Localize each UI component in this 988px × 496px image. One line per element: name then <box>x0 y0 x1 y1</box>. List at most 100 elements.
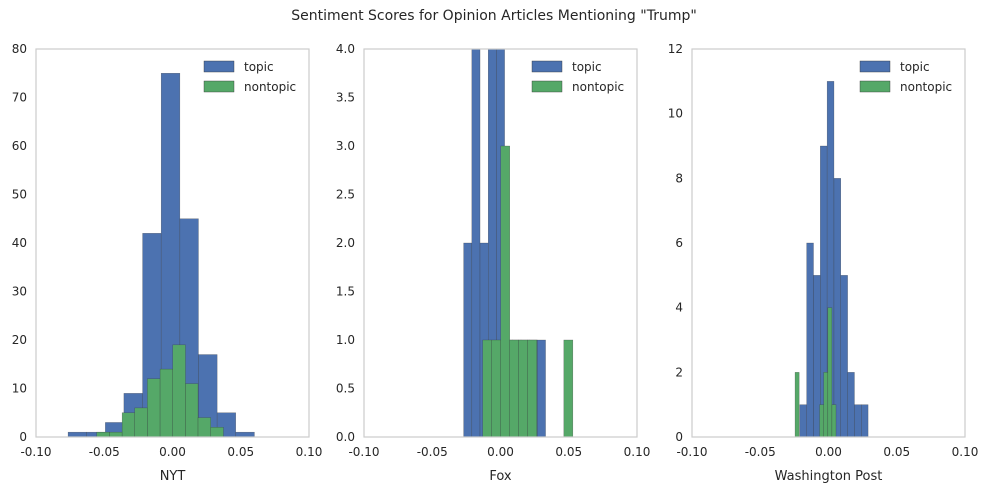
x-axis-label: Washington Post <box>775 469 883 484</box>
legend-swatch-topic <box>203 60 235 73</box>
bar-nontopic <box>527 339 538 437</box>
figure-title: Sentiment Scores for Opinion Articles Me… <box>291 8 697 24</box>
bar-nontopic <box>563 339 574 437</box>
bar-nontopic <box>831 404 837 437</box>
bar-topic <box>806 242 814 437</box>
x-axis-label: NYT <box>160 469 186 484</box>
bar-topic <box>861 404 869 437</box>
bar-nontopic <box>197 417 211 437</box>
bar-topic <box>799 404 807 437</box>
legend-swatch-nontopic <box>531 80 563 93</box>
bar-topic <box>537 339 546 437</box>
bar-nontopic <box>210 427 224 437</box>
subplot-1: -0.10 -0.05 0.00 0.05 0.10 0.0 0.5 1.0 1.5 2.0 2.5… <box>336 42 651 484</box>
bar-nontopic <box>823 372 829 437</box>
y-tick-label: 4 <box>675 301 683 315</box>
bar-topic <box>67 431 87 437</box>
bar-nontopic <box>121 412 135 437</box>
bar-topic <box>840 275 848 437</box>
bar-topic <box>471 49 481 437</box>
axes-frame <box>363 48 638 438</box>
bar-nontopic <box>185 383 199 437</box>
bar-topic <box>463 242 473 437</box>
y-tick-label: 8 <box>675 171 683 185</box>
bar-nontopic <box>518 339 529 437</box>
y-tick-label: 1.0 <box>336 333 355 347</box>
axes-frame <box>691 48 966 438</box>
bar-topic <box>235 431 255 437</box>
bars-group <box>794 81 869 437</box>
x-tick-label: 0.00 <box>159 445 186 459</box>
axes-frame <box>35 48 310 438</box>
legend-label-nontopic: nontopic <box>572 80 624 94</box>
bars-group <box>67 73 255 437</box>
legend-swatch-nontopic <box>859 80 891 93</box>
y-tick-label: 2.0 <box>336 236 355 250</box>
legend-label-nontopic: nontopic <box>244 80 296 94</box>
bar-nontopic <box>794 372 800 437</box>
y-tick-label: 30 <box>12 285 27 299</box>
y-tick-label: 10 <box>668 107 683 121</box>
y-tick-label: 12 <box>668 42 683 56</box>
y-tick-label: 6 <box>675 236 683 250</box>
bar-nontopic <box>159 368 173 437</box>
x-tick-label: 0.05 <box>227 445 254 459</box>
bars-group <box>463 49 574 437</box>
x-tick-label: -0.05 <box>89 445 120 459</box>
y-tick-label: 20 <box>12 333 27 347</box>
legend-swatch-nontopic <box>203 80 235 93</box>
y-tick-label: 2.5 <box>336 188 355 202</box>
subplot-2: -0.10 -0.05 0.00 0.05 0.10 0 2 4 6 8 10 12 Washingto… <box>668 42 979 484</box>
legend-label-topic: topic <box>244 60 274 74</box>
y-tick-label: 10 <box>12 382 27 396</box>
y-tick-label: 70 <box>12 91 27 105</box>
bar-topic <box>813 275 821 437</box>
x-tick-label: 0.00 <box>815 445 842 459</box>
x-tick-label: 0.05 <box>883 445 910 459</box>
bar-nontopic <box>500 145 510 437</box>
y-tick-label: 3.0 <box>336 139 355 153</box>
bar-topic <box>833 178 841 437</box>
bar-topic <box>854 404 862 437</box>
bar-nontopic <box>819 404 824 437</box>
bar-topic <box>847 372 855 437</box>
x-axis-label: Fox <box>489 469 512 484</box>
x-tick-label: 0.10 <box>624 445 651 459</box>
x-tick-label: -0.10 <box>348 445 379 459</box>
y-tick-label: 50 <box>12 188 27 202</box>
x-tick-label: -0.10 <box>676 445 707 459</box>
y-tick-label: 2 <box>675 365 683 379</box>
y-tick-label: 1.5 <box>336 285 355 299</box>
legend-label-topic: topic <box>572 60 602 74</box>
y-tick-label: 0.0 <box>336 430 355 444</box>
bar-nontopic <box>147 378 161 437</box>
y-tick-label: 0 <box>19 430 27 444</box>
x-tick-label: -0.05 <box>745 445 776 459</box>
bar-nontopic <box>509 339 519 437</box>
x-tick-label: 0.10 <box>296 445 323 459</box>
y-tick-label: 4.0 <box>336 42 355 56</box>
legend-swatch-topic <box>531 60 563 73</box>
bar-nontopic <box>172 344 186 437</box>
y-tick-label: 80 <box>12 42 27 56</box>
x-tick-label: -0.10 <box>20 445 51 459</box>
x-tick-label: 0.10 <box>952 445 979 459</box>
x-tick-label: 0.00 <box>487 445 514 459</box>
y-tick-label: 3.5 <box>336 91 355 105</box>
legend-label-nontopic: nontopic <box>900 80 952 94</box>
y-tick-label: 60 <box>12 139 27 153</box>
bar-nontopic <box>134 407 148 437</box>
y-tick-label: 40 <box>12 236 27 250</box>
x-tick-label: 0.05 <box>555 445 582 459</box>
bar-nontopic <box>482 339 492 437</box>
y-tick-label: 0.5 <box>336 382 355 396</box>
subplot-0: -0.10 -0.05 0.00 0.05 0.10 0 10 20 30 40 50 60 70 80 N… <box>12 42 323 484</box>
bar-nontopic <box>109 431 123 437</box>
bar-nontopic <box>96 431 110 437</box>
bar-nontopic <box>827 307 833 437</box>
bar-nontopic <box>491 339 501 437</box>
y-tick-label: 0 <box>675 430 683 444</box>
legend-swatch-topic <box>859 60 891 73</box>
